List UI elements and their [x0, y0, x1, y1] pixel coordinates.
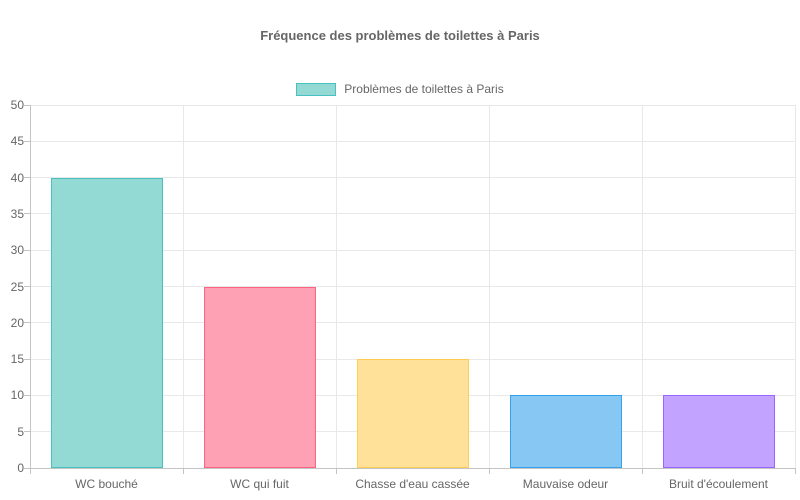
y-tick: [24, 213, 30, 215]
y-axis-line: [29, 105, 31, 468]
y-tick: [24, 358, 30, 360]
y-tick-label: 0: [17, 461, 24, 475]
x-tick-label: WC bouché: [75, 477, 138, 491]
y-tick: [24, 322, 30, 324]
y-tick: [24, 104, 30, 106]
y-tick-label: 45: [10, 134, 24, 149]
y-gridline: [30, 104, 795, 106]
x-tick-label: Mauvaise odeur: [522, 477, 609, 491]
x-gridline: [335, 105, 337, 468]
x-axis-line: [30, 467, 795, 469]
x-tick: [335, 468, 337, 474]
y-tick: [24, 140, 30, 142]
y-tick: [24, 467, 30, 469]
bar-2[interactable]: [203, 286, 316, 468]
x-tick: [794, 468, 796, 474]
y-tick-label: 30: [10, 243, 24, 258]
y-tick-label: 15: [10, 352, 24, 367]
bar-5[interactable]: [662, 395, 775, 468]
x-tick-label: Bruit d'écoulement: [668, 477, 768, 491]
x-tick: [488, 468, 490, 474]
bar-4[interactable]: [509, 395, 622, 468]
y-tick: [24, 431, 30, 433]
y-tick: [24, 394, 30, 396]
x-gridline: [488, 105, 490, 468]
y-tick-label: 50: [10, 98, 24, 112]
legend-label: Problèmes de toilettes à Paris: [344, 82, 504, 96]
y-tick: [24, 177, 30, 179]
x-tick: [29, 468, 31, 474]
x-tick: [641, 468, 643, 474]
y-tick-label: 10: [10, 388, 24, 403]
y-gridline: [30, 249, 795, 251]
legend-swatch: [296, 82, 337, 96]
y-gridline: [30, 286, 795, 287]
x-tick-label: Chasse d'eau cassée: [355, 477, 470, 491]
y-tick-label: 40: [10, 170, 24, 185]
y-tick-label: 25: [10, 279, 24, 294]
x-gridline: [182, 105, 184, 468]
x-tick-label: WC qui fuit: [230, 477, 289, 491]
y-tick-label: 20: [10, 315, 24, 330]
y-tick: [24, 286, 30, 287]
legend-item[interactable]: Problèmes de toilettes à Paris: [0, 82, 800, 96]
bar-1[interactable]: [50, 177, 163, 468]
x-gridline: [794, 105, 796, 468]
bar-3[interactable]: [356, 359, 469, 468]
y-gridline: [30, 140, 795, 142]
chart-title: Fréquence des problèmes de toilettes à P…: [260, 28, 540, 43]
x-tick: [182, 468, 184, 474]
y-tick-label: 35: [10, 206, 24, 221]
y-gridline: [30, 322, 795, 324]
y-gridline: [30, 177, 795, 179]
y-gridline: [30, 213, 795, 215]
y-tick: [24, 249, 30, 251]
x-gridline: [641, 105, 643, 468]
y-tick-label: 5: [17, 424, 24, 439]
